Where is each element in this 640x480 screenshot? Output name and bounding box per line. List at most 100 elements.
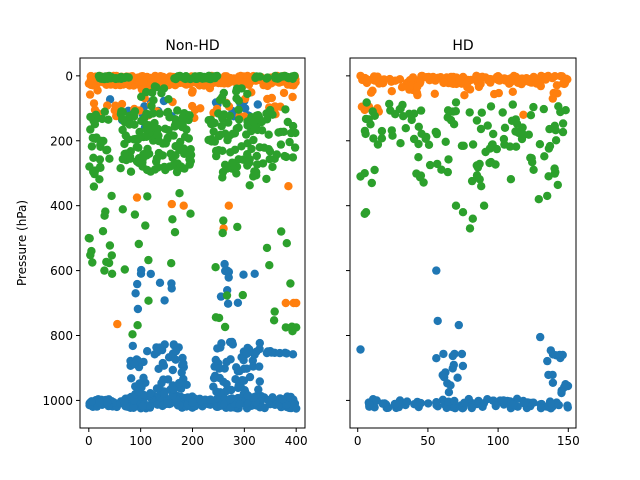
scatter-point-non-hd-series-2 bbox=[222, 99, 231, 108]
scatter-point-non-hd-series-2 bbox=[200, 74, 209, 83]
scatter-point-non-hd-series-2 bbox=[182, 125, 191, 134]
scatter-point-non-hd-series-0 bbox=[163, 375, 173, 384]
scatter-point-hd-series-2 bbox=[551, 136, 561, 145]
scatter-point-non-hd-series-2 bbox=[281, 323, 290, 332]
scatter-point-non-hd-series-2 bbox=[242, 130, 251, 139]
scatter-point-non-hd-series-2 bbox=[247, 144, 256, 154]
scatter-point-hd-series-0 bbox=[536, 404, 546, 413]
scatter-point-non-hd-series-2 bbox=[277, 227, 286, 236]
scatter-point-non-hd-series-2 bbox=[218, 173, 227, 182]
scatter-point-non-hd-series-0 bbox=[134, 387, 143, 396]
scatter-point-hd-series-2 bbox=[360, 169, 369, 178]
scatter-point-hd-series-2 bbox=[477, 108, 486, 117]
scatter-point-non-hd-series-2 bbox=[249, 117, 258, 127]
scatter-point-non-hd-series-1 bbox=[167, 199, 176, 209]
scatter-point-non-hd-series-2 bbox=[258, 159, 268, 168]
scatter-point-non-hd-series-2 bbox=[265, 155, 274, 164]
scatter-point-non-hd-series-2 bbox=[186, 209, 195, 218]
scatter-point-non-hd-series-2 bbox=[85, 162, 94, 171]
scatter-point-hd-series-2 bbox=[465, 108, 474, 117]
scatter-point-hd-series-2 bbox=[558, 119, 568, 128]
scatter-points-hd bbox=[356, 71, 573, 413]
scatter-point-non-hd-series-0 bbox=[225, 394, 235, 404]
scatter-point-non-hd-series-0 bbox=[241, 104, 250, 113]
scatter-point-non-hd-series-1 bbox=[188, 86, 197, 96]
scatter-point-non-hd-series-2 bbox=[120, 265, 129, 274]
scatter-point-non-hd-series-0 bbox=[133, 304, 143, 314]
scatter-point-non-hd-series-0 bbox=[155, 278, 165, 287]
scatter-point-non-hd-series-2 bbox=[237, 142, 246, 151]
scatter-point-non-hd-series-0 bbox=[292, 404, 301, 413]
scatter-point-non-hd-series-0 bbox=[160, 296, 169, 305]
scatter-point-hd-series-0 bbox=[432, 266, 441, 275]
scatter-point-non-hd-series-0 bbox=[188, 398, 197, 407]
scatter-point-non-hd-series-0 bbox=[127, 374, 136, 383]
scatter-point-hd-series-0 bbox=[424, 399, 433, 408]
scatter-point-non-hd-series-2 bbox=[136, 132, 145, 141]
scatter-point-non-hd-series-0 bbox=[139, 373, 148, 382]
x-tick-label: 50 bbox=[420, 434, 435, 448]
scatter-point-non-hd-series-2 bbox=[219, 110, 229, 119]
scatter-point-non-hd-series-2 bbox=[133, 321, 142, 330]
scatter-point-hd-series-0 bbox=[546, 346, 555, 355]
scatter-point-hd-series-2 bbox=[414, 122, 423, 131]
scatter-point-hd-series-2 bbox=[479, 201, 489, 210]
scatter-point-non-hd-series-0 bbox=[177, 368, 186, 377]
scatter-point-non-hd-series-2 bbox=[107, 269, 117, 278]
scatter-point-hd-series-1 bbox=[519, 110, 528, 120]
scatter-point-non-hd-series-2 bbox=[89, 153, 98, 162]
scatter-point-non-hd-series-0 bbox=[255, 362, 264, 371]
scatter-point-non-hd-series-2 bbox=[245, 155, 254, 164]
scatter-point-non-hd-series-0 bbox=[143, 347, 152, 356]
scatter-point-non-hd-series-0 bbox=[136, 269, 146, 278]
scatter-point-hd-series-1 bbox=[447, 73, 456, 83]
scatter-point-non-hd-series-2 bbox=[164, 95, 173, 104]
scatter-point-non-hd-series-2 bbox=[140, 114, 149, 123]
scatter-point-hd-series-2 bbox=[535, 140, 545, 149]
scatter-point-non-hd-series-2 bbox=[87, 246, 96, 256]
scatter-point-hd-series-1 bbox=[428, 72, 438, 82]
x-tick-label: 150 bbox=[557, 434, 580, 448]
scatter-point-hd-series-2 bbox=[524, 130, 533, 139]
scatter-point-non-hd-series-2 bbox=[234, 115, 244, 124]
scatter-points-non-hd bbox=[84, 71, 301, 413]
scatter-point-hd-series-2 bbox=[377, 126, 387, 136]
scatter-point-hd-series-2 bbox=[511, 142, 521, 151]
y-tick-label: 0 bbox=[65, 69, 73, 83]
chart-panel-hd: 0 50 100 150 HD bbox=[346, 38, 580, 448]
scatter-point-hd-series-1 bbox=[552, 81, 562, 90]
scatter-point-non-hd-series-0 bbox=[263, 347, 273, 356]
scatter-point-non-hd-series-0 bbox=[222, 379, 231, 389]
scatter-point-non-hd-series-1 bbox=[267, 93, 276, 103]
scatter-point-non-hd-series-2 bbox=[157, 89, 166, 98]
y-tick-label: 800 bbox=[50, 329, 73, 343]
scatter-point-non-hd-series-2 bbox=[152, 83, 161, 92]
scatter-point-non-hd-series-0 bbox=[253, 100, 262, 109]
scatter-point-hd-series-1 bbox=[378, 79, 388, 88]
scatter-point-hd-series-0 bbox=[449, 360, 458, 370]
scatter-point-non-hd-series-2 bbox=[121, 131, 130, 140]
scatter-point-non-hd-series-2 bbox=[215, 95, 225, 105]
scatter-point-hd-series-2 bbox=[401, 124, 410, 133]
scatter-point-hd-series-0 bbox=[433, 316, 442, 326]
scatter-point-non-hd-series-1 bbox=[281, 298, 290, 308]
scatter-point-hd-series-2 bbox=[511, 127, 520, 136]
scatter-point-non-hd-series-2 bbox=[126, 167, 136, 176]
scatter-point-non-hd-series-2 bbox=[172, 120, 181, 130]
scatter-point-hd-series-2 bbox=[508, 100, 517, 109]
scatter-point-hd-series-2 bbox=[489, 129, 498, 139]
scatter-point-non-hd-series-2 bbox=[210, 118, 219, 128]
scatter-point-non-hd-series-2 bbox=[161, 124, 170, 133]
x-tick-label: 300 bbox=[233, 434, 256, 448]
scatter-point-hd-series-2 bbox=[446, 115, 456, 125]
chart-title-hd: HD bbox=[452, 38, 473, 54]
scatter-point-non-hd-series-2 bbox=[173, 106, 182, 115]
scatter-point-hd-series-2 bbox=[416, 106, 426, 115]
scatter-point-non-hd-series-1 bbox=[263, 81, 272, 91]
scatter-point-non-hd-series-2 bbox=[88, 258, 97, 267]
scatter-point-non-hd-series-0 bbox=[160, 389, 169, 398]
scatter-point-non-hd-series-0 bbox=[249, 362, 258, 371]
scatter-point-non-hd-series-1 bbox=[132, 193, 142, 202]
scatter-point-non-hd-series-2 bbox=[288, 153, 298, 162]
scatter-point-hd-series-2 bbox=[443, 167, 452, 177]
